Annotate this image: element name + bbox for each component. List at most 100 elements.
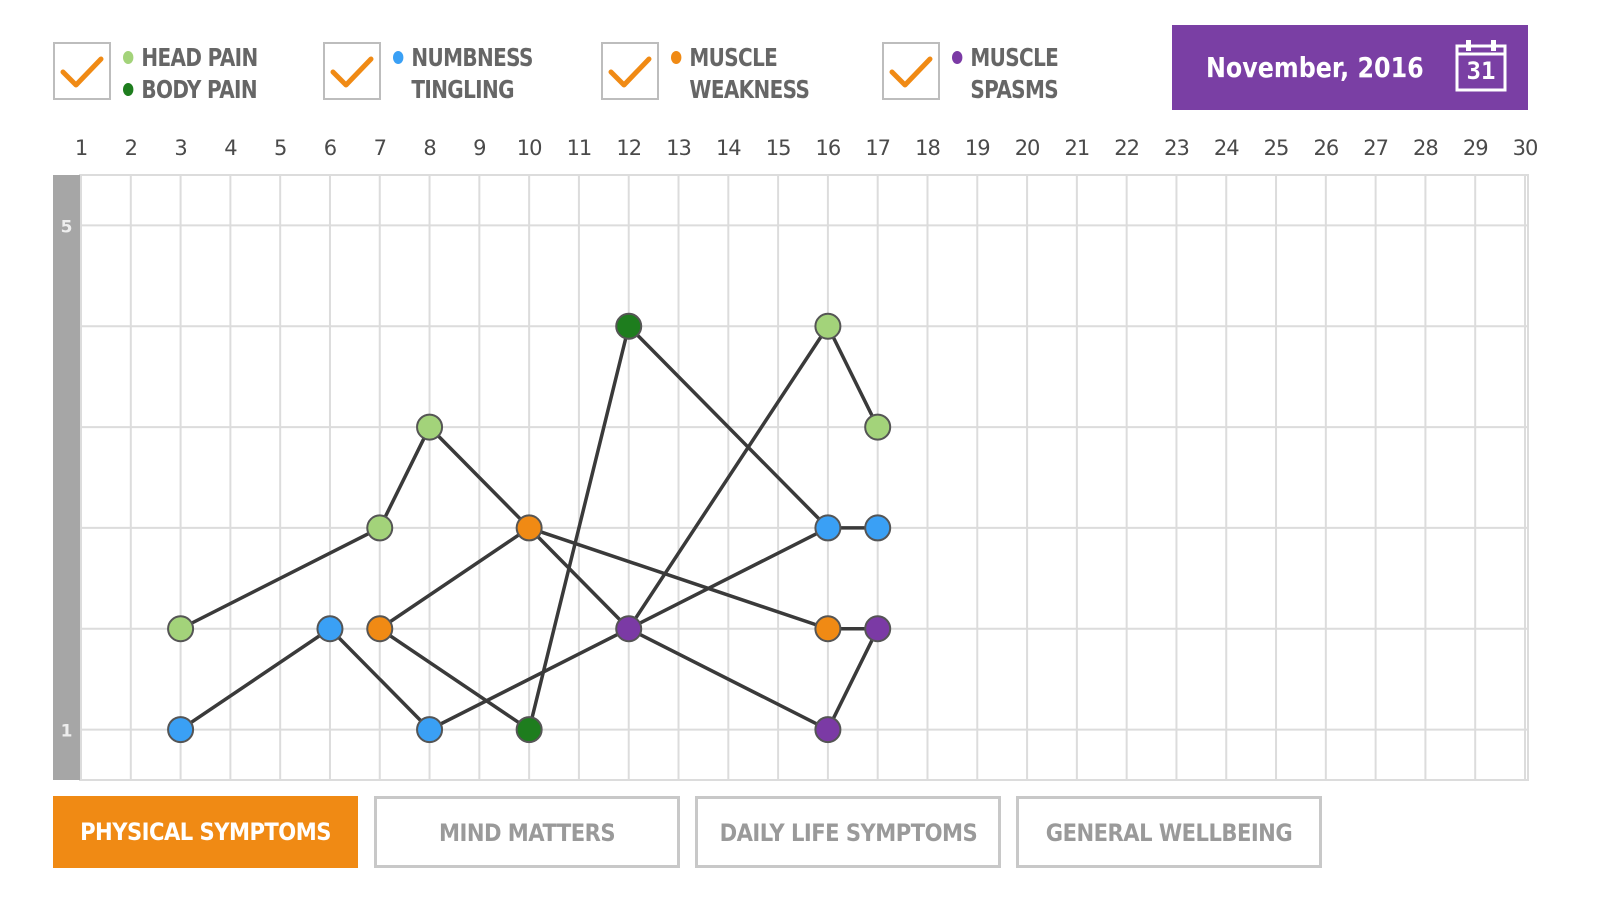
legend-label: NUMBNESS	[411, 43, 533, 72]
plot-area	[79, 174, 1529, 781]
data-point-muscle-weakness	[366, 615, 394, 643]
data-point-numbness	[416, 716, 444, 744]
legend-color-dot-icon	[123, 51, 134, 64]
data-point-numbness	[864, 514, 892, 542]
data-point-head-pain	[366, 514, 394, 542]
connector-line	[378, 425, 432, 530]
data-point-head-pain	[167, 615, 195, 643]
legend-label: TINGLING	[411, 75, 514, 104]
calendar-icon: 31	[1454, 39, 1508, 93]
legend-labels: MUSCLE SPASMS	[952, 42, 1085, 106]
tab-general-wellbeing[interactable]: GENERAL WELLBEING	[1016, 796, 1322, 868]
data-point-muscle-spasms	[615, 615, 643, 643]
x-tick-label: 24	[1214, 136, 1239, 160]
x-tick-label: 26	[1313, 136, 1338, 160]
legend-label: BODY PAIN	[141, 75, 257, 104]
data-point-head-pain	[814, 312, 842, 340]
legend-labels: MUSCLE WEAKNESS	[671, 42, 844, 106]
x-tick-label: 4	[224, 136, 237, 160]
data-point-body-pain	[615, 312, 643, 340]
legend-checkbox-2[interactable]	[323, 42, 381, 100]
x-tick-label: 30	[1513, 136, 1538, 160]
data-point-muscle-spasms	[814, 716, 842, 744]
data-point-body-pain	[515, 716, 543, 744]
legend-labels: HEAD PAIN BODY PAIN	[123, 42, 291, 106]
x-tick-label: 27	[1363, 136, 1388, 160]
x-tick-label: 16	[816, 136, 841, 160]
connector-line	[427, 627, 631, 732]
checkmark-icon	[330, 56, 374, 88]
legend-entry: MUSCLE	[671, 42, 809, 74]
legend-label: WEAKNESS	[689, 75, 810, 104]
y-axis-bar	[53, 175, 80, 780]
data-point-head-pain	[416, 413, 444, 441]
x-tick-label: 15	[766, 136, 791, 160]
legend-label: SPASMS	[970, 75, 1058, 104]
tab-physical-symptoms[interactable]: PHYSICAL SYMPTOMS	[53, 796, 358, 868]
legend-label: MUSCLE	[970, 43, 1059, 72]
legend-color-dot-icon	[952, 51, 963, 64]
x-tick-label: 8	[423, 136, 435, 160]
connector-line	[328, 627, 432, 732]
x-tick-label: 22	[1114, 136, 1139, 160]
checkmark-icon	[60, 56, 104, 88]
legend-entry: MUSCLE	[952, 42, 1059, 74]
connector-line	[178, 526, 382, 631]
data-point-numbness	[167, 716, 195, 744]
legend-entry: WEAKNESS	[671, 74, 810, 106]
x-tick-label: 7	[374, 136, 386, 160]
legend-entry: TINGLING	[393, 74, 533, 106]
data-point-head-pain	[864, 413, 892, 441]
connector-line	[527, 526, 631, 631]
tab-label: DAILY LIFE SYMPTOMS	[719, 819, 977, 847]
x-tick-label: 19	[965, 136, 990, 160]
data-point-muscle-weakness	[814, 615, 842, 643]
connector-line	[626, 526, 830, 631]
x-tick-label: 9	[473, 136, 485, 160]
x-tick-label: 28	[1413, 136, 1438, 160]
connector-line	[826, 627, 880, 732]
legend-checkbox-1[interactable]	[53, 42, 111, 100]
tab-label: PHYSICAL SYMPTOMS	[80, 818, 331, 846]
tab-mind-matters[interactable]: MIND MATTERS	[374, 796, 680, 868]
connector-line	[626, 627, 830, 732]
calendar-day-number: 31	[1466, 57, 1496, 85]
x-tick-label: 20	[1015, 136, 1040, 160]
x-tick-label: 1	[75, 136, 87, 160]
x-tick-label: 2	[125, 136, 137, 160]
x-tick-label: 11	[567, 136, 592, 160]
checkmark-icon	[889, 56, 933, 88]
legend-label: HEAD PAIN	[141, 43, 258, 72]
x-tick-label: 6	[324, 136, 337, 160]
y-tick-label: 1	[61, 722, 73, 742]
x-tick-label: 18	[915, 136, 940, 160]
tab-label: MIND MATTERS	[438, 819, 616, 847]
symptom-chart: 511 2 3 4 5 6 7 8 9 10 11 12 13 14 15 16 17 18 19 20 21 22 23 2…	[53, 136, 1538, 781]
connector-line	[378, 627, 531, 732]
legend-color-dot-icon	[393, 51, 404, 64]
data-point-muscle-weakness	[515, 514, 543, 542]
x-tick-label: 23	[1164, 136, 1189, 160]
month-picker-button[interactable]: November, 2016 31	[1172, 25, 1528, 110]
legend-entry: NUMBNESS	[393, 42, 533, 74]
x-tick-label: 17	[865, 136, 890, 160]
connector-line	[626, 324, 830, 530]
legend-checkbox-3[interactable]	[601, 42, 659, 100]
y-tick-label: 5	[61, 217, 73, 237]
legend-entry: SPASMS	[952, 74, 1058, 106]
connector-line	[826, 324, 880, 429]
x-tick-label: 14	[716, 136, 741, 160]
legend-color-dot-icon	[123, 83, 134, 96]
connector-line	[527, 526, 830, 631]
connector-line	[378, 526, 531, 631]
connector-line	[626, 324, 830, 631]
tab-daily-life-symptoms[interactable]: DAILY LIFE SYMPTOMS	[695, 796, 1001, 868]
legend-color-dot-icon	[671, 51, 682, 64]
data-point-numbness	[814, 514, 842, 542]
month-label: November, 2016	[1206, 51, 1424, 84]
connector-line	[178, 627, 332, 732]
x-tick-label: 29	[1463, 136, 1488, 160]
legend-checkbox-4[interactable]	[882, 42, 940, 100]
legend-label: MUSCLE	[689, 43, 778, 72]
x-tick-label: 13	[666, 136, 691, 160]
